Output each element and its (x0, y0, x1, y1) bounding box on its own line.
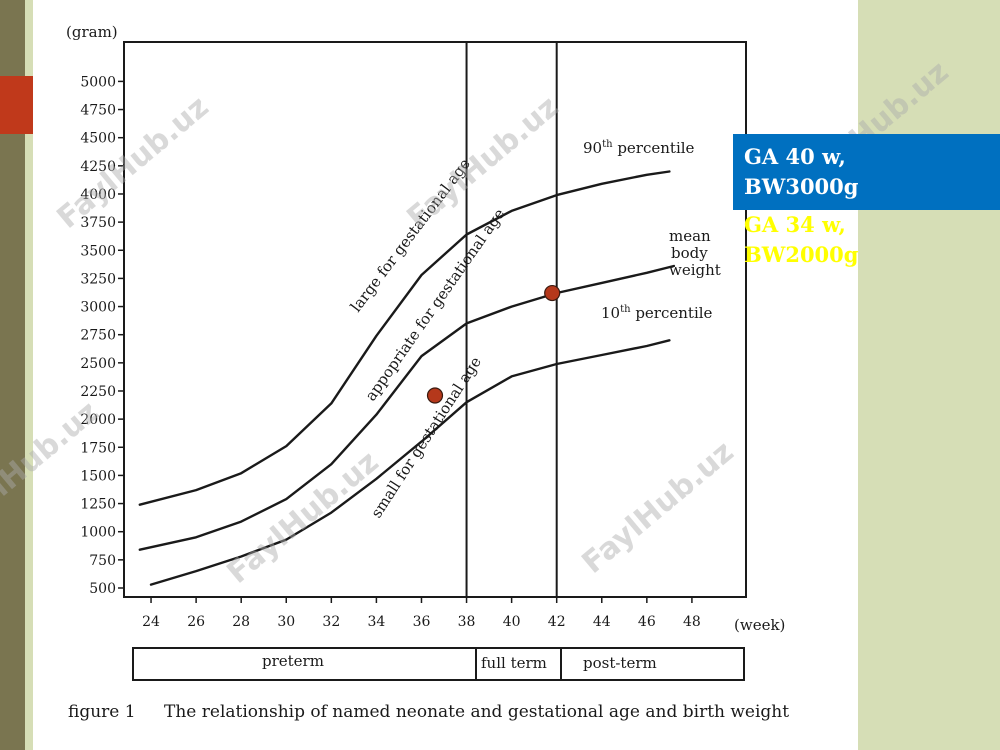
y-unit-label: (gram) (66, 23, 118, 41)
y-tick-label-2000: 2000 (80, 412, 116, 428)
p90-label-sup: th (602, 139, 613, 150)
y-tick-label-4500: 4500 (80, 131, 116, 147)
left-decor-stripe (25, 0, 33, 750)
x-tick-label-38: 38 (458, 614, 476, 630)
x-tick-label-28: 28 (232, 614, 250, 630)
x-tick-label-36: 36 (413, 614, 431, 630)
baby-point-1 (426, 387, 444, 404)
ga-box-text-yellow: GA 34 w, BW2000g (744, 210, 858, 270)
x-tick-label-24: 24 (142, 614, 160, 630)
plot-frame (123, 41, 747, 598)
curve-labels: 90th percentile mean body weight 10th pe… (347, 139, 721, 521)
curve-mean-body-weight (138, 264, 676, 551)
y-tick-label-1000: 1000 (80, 525, 116, 541)
y-tick-label-3000: 3000 (80, 300, 116, 316)
y-tick-label-4000: 4000 (80, 187, 116, 203)
ga-info-box (733, 134, 1000, 210)
x-tick-label-46: 46 (638, 614, 656, 630)
y-tick-label-3250: 3250 (80, 271, 116, 287)
x-tick-label-34: 34 (367, 614, 385, 630)
x-tick-label-48: 48 (683, 614, 701, 630)
y-tick-label-3750: 3750 (80, 215, 116, 231)
term-post-term: post-term (583, 654, 657, 672)
y-tick-label-500: 500 (89, 581, 116, 597)
curve-90th-percentile (138, 170, 671, 506)
accent-red-square (0, 76, 33, 134)
y-tick-label-4250: 4250 (80, 159, 116, 175)
baby-point-2 (544, 284, 561, 302)
y-tick-label-1250: 1250 (80, 497, 116, 513)
appropriate-for-ga-label: appopriate for gestational age (362, 205, 509, 404)
y-tick-label-750: 750 (89, 553, 116, 569)
mean-label-line3: weight (669, 261, 721, 279)
y-tick-label-1500: 1500 (80, 468, 116, 484)
term-full-term: full term (481, 654, 547, 672)
y-tick-label-5000: 5000 (80, 74, 116, 90)
y-tick-label-2500: 2500 (80, 356, 116, 372)
ga-line-2: BW3000g (744, 174, 859, 199)
y-tick-label-2750: 2750 (80, 328, 116, 344)
caption-label: figure 1 (68, 702, 136, 722)
y-tick-label-3500: 3500 (80, 243, 116, 259)
x-tick-label-26: 26 (187, 614, 205, 630)
x-tick-label-32: 32 (322, 614, 340, 630)
p10-label-sup: th (620, 304, 631, 315)
ga-line-4: BW2000g (744, 242, 859, 267)
y-tick-label-2250: 2250 (80, 384, 116, 400)
term-bar: preterm full term post-term (132, 647, 745, 681)
p90-label: 90th percentile (583, 139, 695, 157)
term-preterm: preterm (262, 652, 324, 670)
x-tick-label-44: 44 (593, 614, 611, 630)
y-tick-label-4750: 4750 (80, 103, 116, 119)
ga-line-1: GA 40 w, (744, 144, 846, 169)
x-tick-label-30: 30 (277, 614, 295, 630)
p10-label: 10th percentile (601, 304, 713, 322)
x-unit-label: (week) (734, 616, 785, 634)
curve-10th-percentile (149, 339, 671, 586)
mean-label-line2: body (671, 244, 708, 262)
x-tick-label-42: 42 (548, 614, 566, 630)
y-tick-label-1750: 1750 (80, 440, 116, 456)
ga-line-3: GA 34 w, (744, 212, 846, 237)
figure-caption: figure 1 The relationship of named neonat… (68, 702, 848, 722)
mean-label-line1: mean (669, 227, 711, 245)
caption-text: The relationship of named neonate and ge… (164, 702, 790, 722)
term-bar-frame (132, 647, 745, 681)
right-side-panel (858, 0, 1000, 750)
ga-box-text-white: GA 40 w, BW3000g (744, 142, 858, 202)
x-tick-label-40: 40 (503, 614, 521, 630)
scanned-figure (33, 0, 858, 750)
